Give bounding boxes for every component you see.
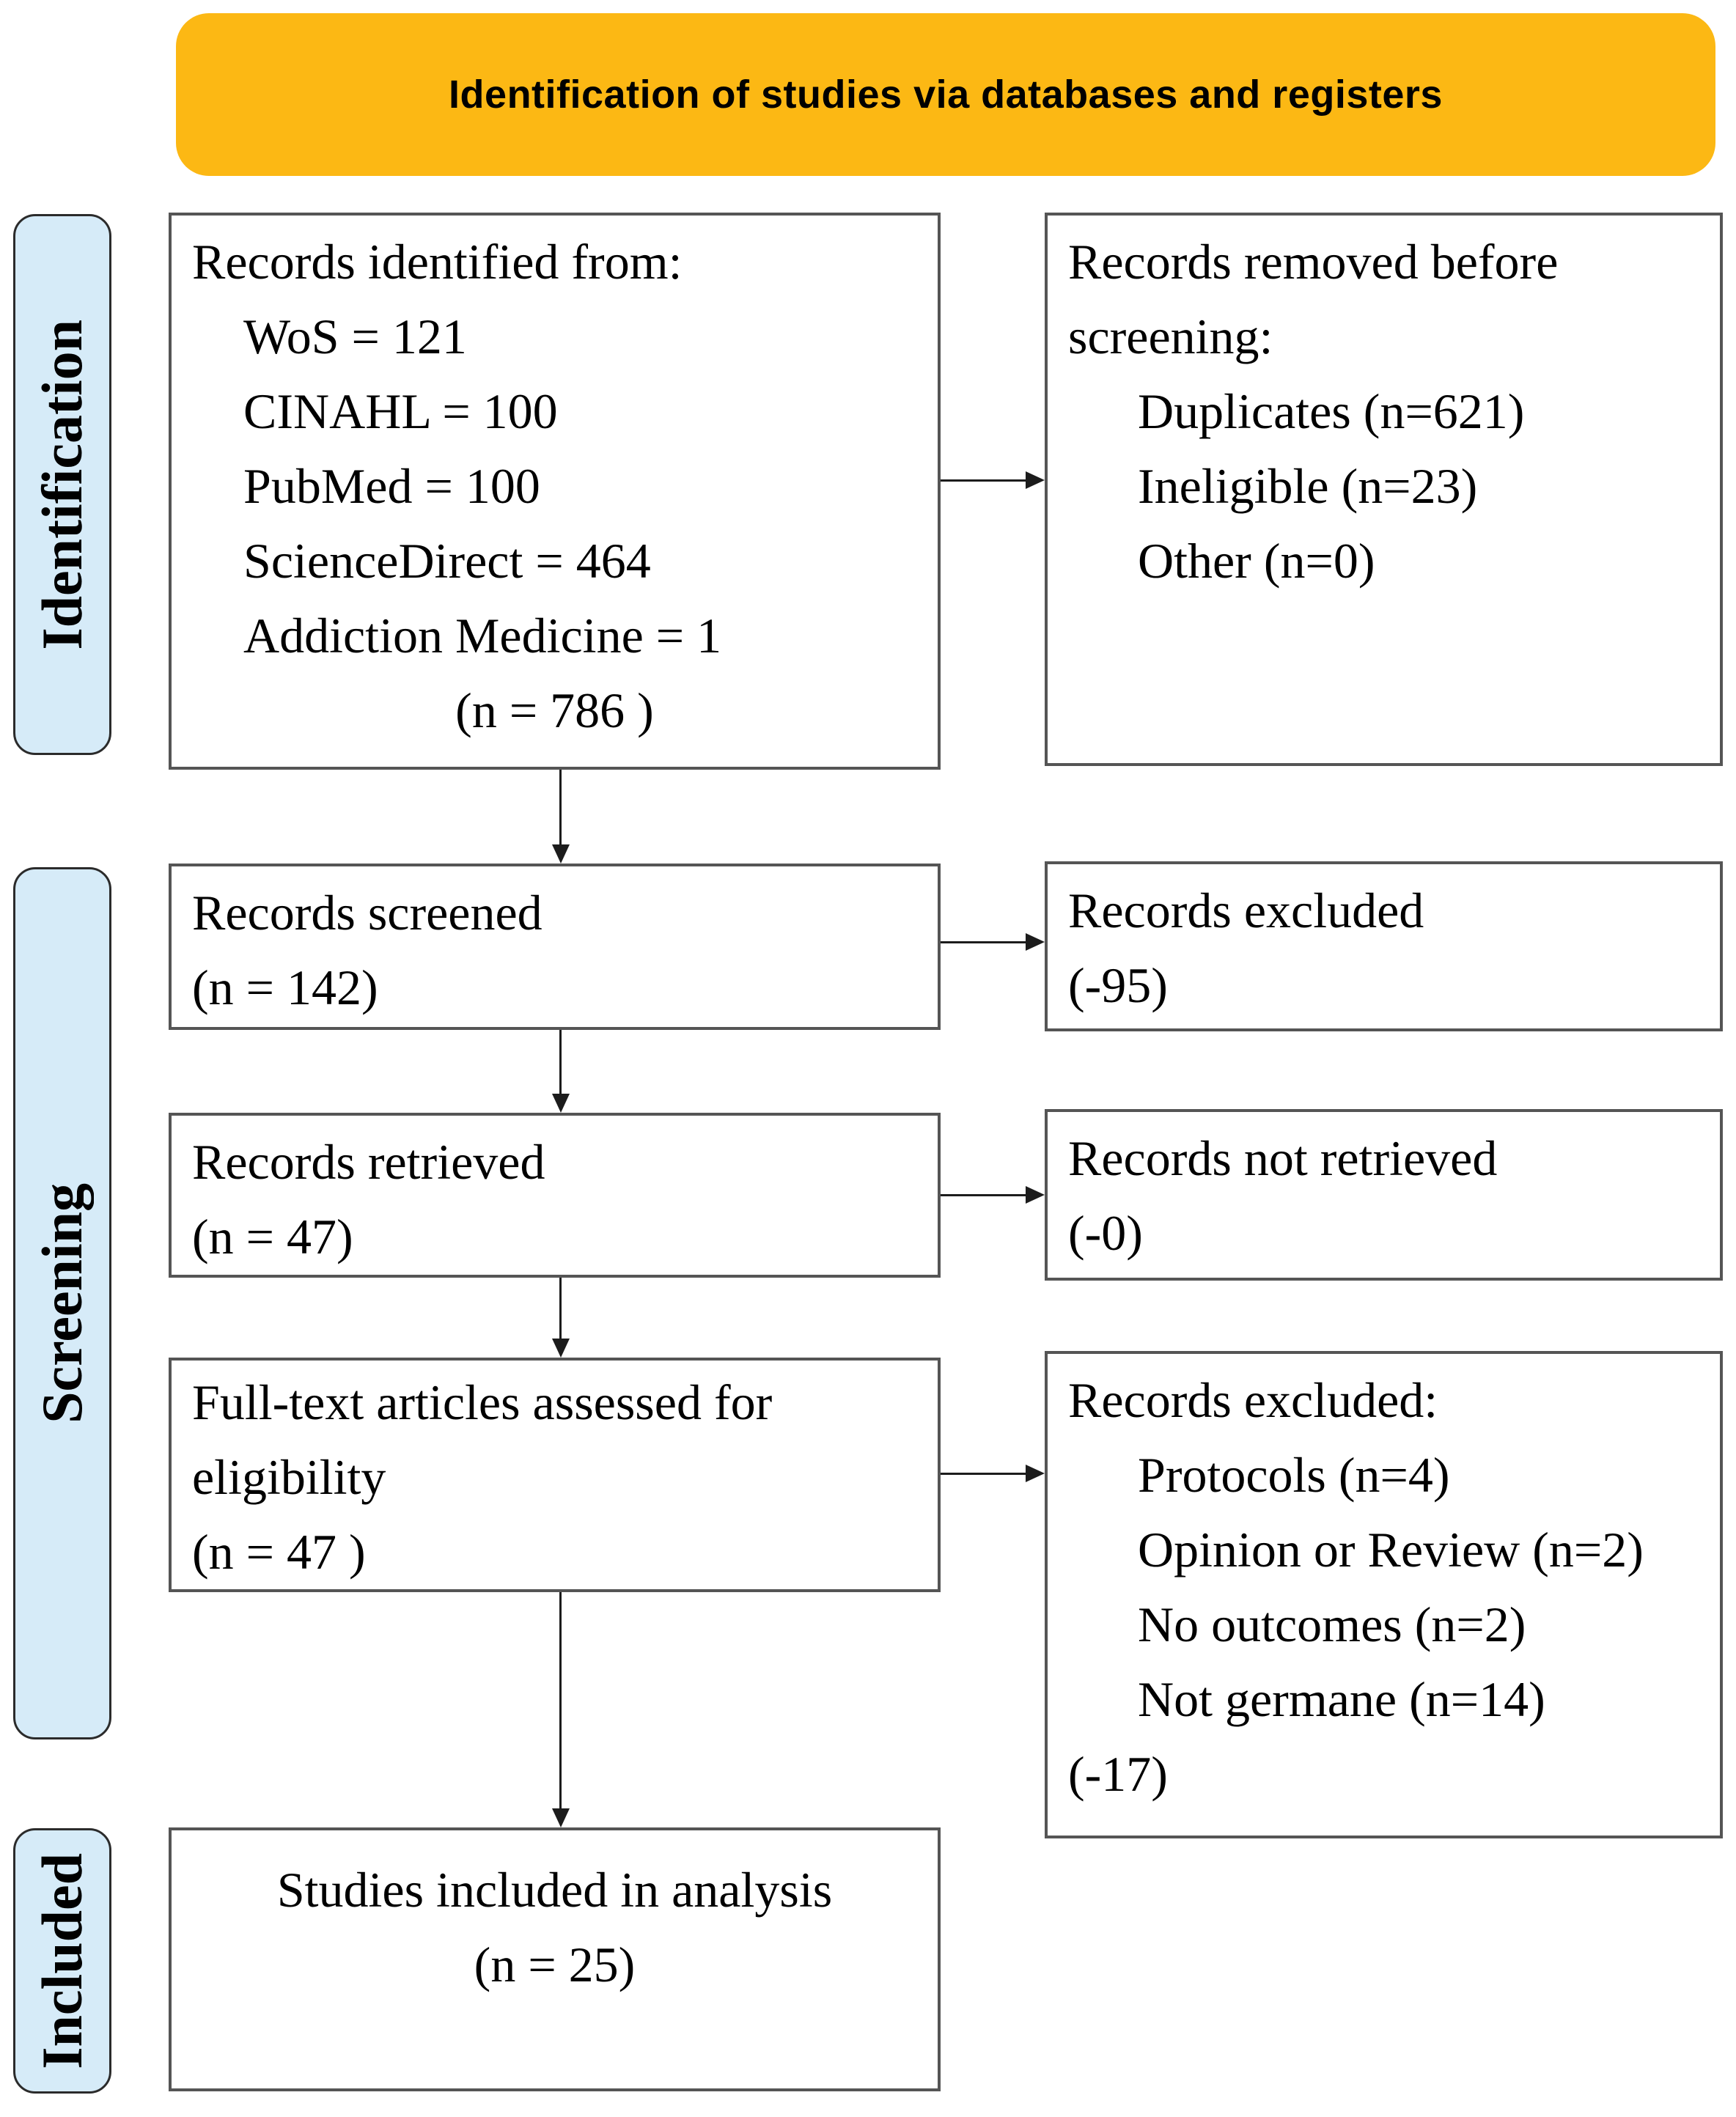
exclusion-reason: Protocols (n=4) xyxy=(1138,1447,1450,1503)
db-count: CINAHL = 100 xyxy=(243,383,558,439)
header-banner: Identification of studies via databases … xyxy=(176,13,1715,176)
box-count: (n = 47 ) xyxy=(192,1524,366,1580)
arrowhead-down-icon xyxy=(552,1094,570,1113)
box-title: Records removed before screening: xyxy=(1068,234,1559,364)
box-count: (n = 47) xyxy=(192,1209,353,1264)
box-fulltext-assessed: Full-text articles assessed for eligibil… xyxy=(169,1358,941,1592)
box-records-excluded-fulltext: Records excluded: Protocols (n=4) Opinio… xyxy=(1045,1351,1723,1838)
removal-reason: Duplicates (n=621) xyxy=(1138,383,1525,439)
connector-line xyxy=(941,941,1027,943)
box-title: Records screened xyxy=(192,885,542,940)
db-count: Addiction Medicine = 1 xyxy=(243,608,722,663)
arrowhead-down-icon xyxy=(552,1339,570,1358)
box-count: (n = 25) xyxy=(474,1937,636,1992)
box-title: Records not retrieved xyxy=(1068,1130,1498,1186)
box-records-not-retrieved: Records not retrieved (-0) xyxy=(1045,1109,1723,1281)
connector-line xyxy=(941,479,1027,482)
connector-line xyxy=(559,1592,562,1811)
stage-label-screening: Screening xyxy=(13,867,111,1739)
box-total: (n = 786 ) xyxy=(455,682,654,738)
stage-label-included: Included xyxy=(13,1828,111,2094)
exclusion-reason: Not germane (n=14) xyxy=(1138,1671,1545,1727)
box-count: (-95) xyxy=(1068,957,1168,1013)
box-title: Studies included in analysis xyxy=(276,1862,833,1918)
box-records-retrieved: Records retrieved (n = 47) xyxy=(169,1113,941,1278)
removal-reason: Ineligible (n=23) xyxy=(1138,458,1478,514)
box-total: (-17) xyxy=(1068,1746,1168,1802)
box-title: Records retrieved xyxy=(192,1134,545,1190)
arrowhead-right-icon xyxy=(1026,1186,1045,1204)
connector-line xyxy=(559,1030,562,1097)
box-title2: eligibility xyxy=(192,1449,386,1505)
box-count: (n = 142) xyxy=(192,960,378,1015)
connector-line xyxy=(941,1473,1027,1475)
exclusion-reason: No outcomes (n=2) xyxy=(1138,1597,1526,1652)
arrowhead-down-icon xyxy=(552,1808,570,1827)
arrowhead-down-icon xyxy=(552,844,570,864)
box-studies-included: Studies included in analysis (n = 25) xyxy=(169,1827,941,2091)
box-records-identified: Records identified from: WoS = 121 CINAH… xyxy=(169,213,941,770)
connector-line xyxy=(559,770,562,847)
arrowhead-right-icon xyxy=(1026,1465,1045,1482)
box-records-excluded-screening: Records excluded (-95) xyxy=(1045,861,1723,1031)
exclusion-reason: Opinion or Review (n=2) xyxy=(1138,1522,1644,1577)
box-title: Records excluded xyxy=(1068,883,1424,938)
box-records-removed: Records removed before screening: Duplic… xyxy=(1045,213,1723,766)
db-count: ScienceDirect = 464 xyxy=(243,533,651,589)
removal-reason: Other (n=0) xyxy=(1138,533,1375,589)
stage-label-identification: Identification xyxy=(13,214,111,755)
stage-label-text: Identification xyxy=(30,319,94,650)
db-count: WoS = 121 xyxy=(243,309,467,364)
stage-label-text: Included xyxy=(30,1852,94,2069)
box-title: Full-text articles assessed for xyxy=(192,1374,773,1430)
db-count: PubMed = 100 xyxy=(243,458,540,514)
box-records-screened: Records screened (n = 142) xyxy=(169,864,941,1030)
connector-line xyxy=(941,1194,1027,1196)
box-title: Records excluded: xyxy=(1068,1372,1438,1428)
arrowhead-right-icon xyxy=(1026,933,1045,951)
box-count: (-0) xyxy=(1068,1205,1143,1261)
stage-label-text: Screening xyxy=(30,1183,94,1424)
box-title: Records identified from: xyxy=(192,234,683,290)
connector-line xyxy=(559,1278,562,1341)
arrowhead-right-icon xyxy=(1026,471,1045,489)
header-title: Identification of studies via databases … xyxy=(449,73,1443,117)
